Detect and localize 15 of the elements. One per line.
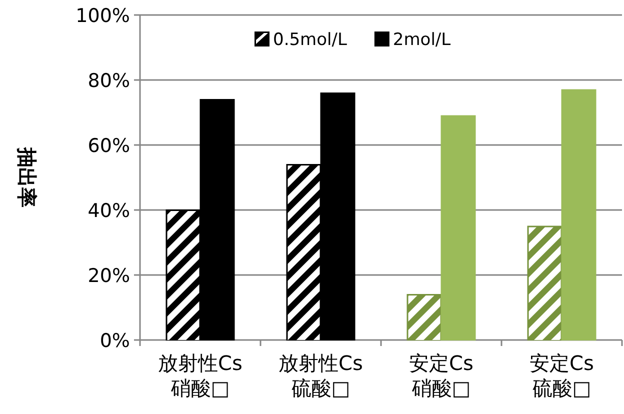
legend-label: 2mol/L	[392, 30, 452, 50]
y-tick-label: 20%	[88, 265, 130, 287]
y-tick-label: 100%	[76, 5, 130, 27]
y-tick-label: 80%	[88, 70, 130, 92]
y-axis-title: 抽出率	[15, 146, 39, 208]
x-tick-label: 放射性Cs 硝酸□	[158, 351, 242, 400]
bar	[440, 115, 476, 340]
x-tick-label: 安定Cs 硝酸□	[409, 351, 474, 400]
y-tick-label: 60%	[88, 135, 130, 157]
x-tick-label: 放射性Cs 硫酸□	[278, 351, 363, 400]
x-tick-label: 安定Cs 硫酸□	[530, 351, 594, 400]
bar	[561, 89, 596, 340]
legend-label: 0.5mol/L	[273, 30, 348, 50]
y-tick-label: 40%	[88, 200, 130, 222]
y-tick-label: 0%	[100, 330, 130, 352]
